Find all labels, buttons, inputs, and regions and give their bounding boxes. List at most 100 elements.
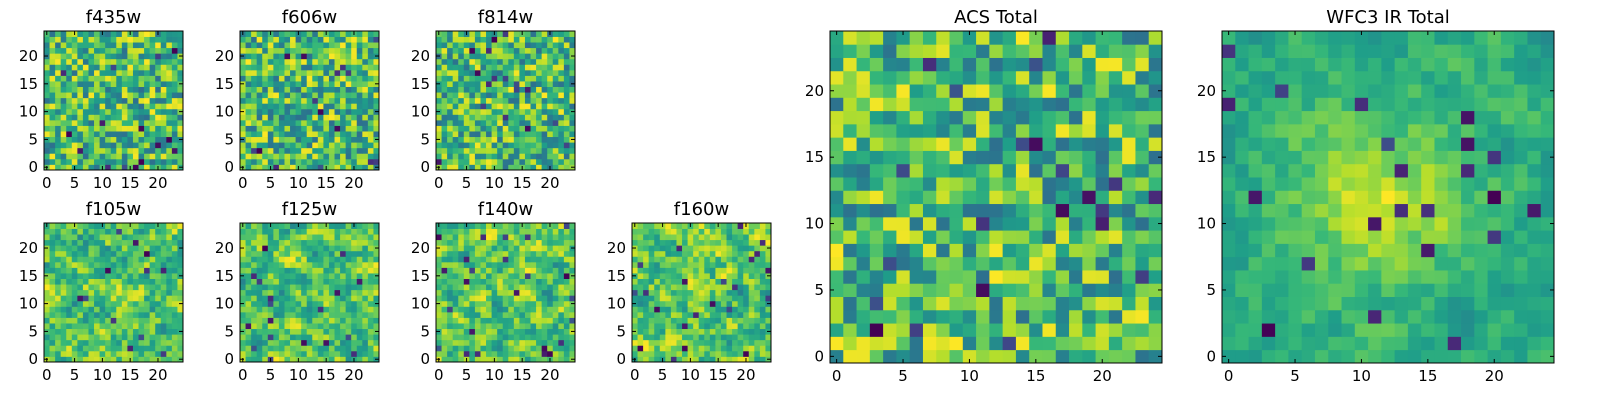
heatmap-cell — [44, 103, 50, 110]
heatmap-cell — [345, 339, 352, 346]
heatmap-cell — [759, 300, 766, 307]
heatmap-cell — [732, 295, 739, 302]
heatmap-cell — [469, 125, 476, 132]
heatmap-cell — [643, 317, 650, 324]
heatmap-cell — [121, 228, 128, 235]
heatmap-cell — [748, 317, 755, 324]
heatmap-cell — [659, 311, 666, 318]
heatmap-cell — [502, 42, 509, 49]
heatmap-cell — [295, 228, 302, 235]
heatmap-cell — [94, 131, 100, 138]
heatmap-cell — [524, 300, 531, 307]
heatmap-cell — [563, 153, 570, 160]
heatmap-cell — [44, 317, 50, 324]
heatmap-cell — [160, 136, 167, 143]
heatmap-cell — [362, 158, 369, 165]
heatmap-cell — [262, 339, 269, 346]
heatmap-cell — [524, 158, 531, 165]
heatmap-cell — [312, 103, 319, 110]
heatmap-cell — [896, 230, 911, 244]
heatmap-cell — [116, 42, 123, 49]
heatmap-cell — [676, 339, 683, 346]
heatmap-cell — [44, 250, 50, 257]
heatmap-cell — [144, 64, 151, 71]
heatmap-cell — [256, 295, 263, 302]
heatmap-cell — [155, 86, 162, 93]
heatmap-cell — [491, 42, 498, 49]
heatmap-cell — [144, 356, 151, 363]
heatmap-cell — [519, 125, 526, 132]
heatmap-cell — [256, 223, 263, 229]
heatmap-cell — [121, 317, 128, 324]
heatmap-cell — [166, 31, 173, 37]
heatmap-cell — [116, 245, 123, 252]
y-tick-label: 5 — [224, 322, 234, 340]
heatmap-cell — [949, 336, 964, 351]
heatmap-cell — [94, 58, 100, 65]
heatmap-cell — [301, 311, 308, 318]
heatmap-cell — [519, 317, 526, 324]
heatmap-cell — [508, 278, 515, 285]
heatmap-cell — [155, 300, 162, 307]
heatmap-cell — [480, 284, 487, 291]
heatmap-cell — [989, 243, 1004, 258]
heatmap-cell — [306, 75, 313, 82]
heatmap-cell — [704, 317, 711, 324]
heatmap-cell — [317, 69, 324, 76]
heatmap-cell — [748, 323, 755, 330]
heatmap-cell — [569, 317, 576, 324]
heatmap-cell — [491, 53, 498, 60]
heatmap-cell — [552, 69, 559, 76]
heatmap-cell — [356, 245, 363, 252]
heatmap-cell — [171, 345, 178, 352]
heatmap-cell — [524, 69, 531, 76]
heatmap-cell — [149, 36, 156, 43]
heatmap-cell — [155, 267, 162, 274]
heatmap-cell — [149, 256, 156, 263]
heatmap-cell — [116, 75, 123, 82]
heatmap-cell — [262, 234, 269, 241]
heatmap-cell — [732, 339, 739, 346]
x-tick-label: 20 — [148, 174, 167, 192]
heatmap-cell — [94, 356, 100, 363]
heatmap-cell — [698, 323, 705, 330]
heatmap-cell — [345, 58, 352, 65]
heatmap-cell — [160, 86, 167, 93]
heatmap-cell — [1042, 283, 1057, 297]
heatmap-cell — [273, 317, 280, 324]
heatmap-cell — [536, 108, 543, 115]
heatmap-cell — [632, 289, 638, 296]
heatmap-cell — [659, 250, 666, 257]
heatmap-cell — [480, 234, 487, 241]
heatmap-cell — [356, 58, 363, 65]
heatmap-cell — [519, 119, 526, 126]
heatmap-cell — [1069, 349, 1083, 364]
heatmap-cell — [1015, 190, 1030, 205]
heatmap-cell — [665, 356, 672, 363]
heatmap-cell — [447, 328, 454, 335]
heatmap-cell — [436, 317, 442, 324]
heatmap-cell — [709, 323, 716, 330]
heatmap-cell — [513, 328, 520, 335]
heatmap-cell — [748, 239, 755, 246]
heatmap-cell — [82, 158, 89, 165]
heatmap-cell — [909, 216, 924, 231]
heatmap-cell — [295, 103, 302, 110]
heatmap-cell — [643, 256, 650, 263]
heatmap-cell — [144, 323, 151, 330]
heatmap-cell — [155, 273, 162, 279]
heatmap-cell — [737, 267, 744, 274]
heatmap-cell — [121, 131, 128, 138]
heatmap-cell — [367, 142, 374, 149]
heatmap-cell — [301, 245, 308, 252]
heatmap-cell — [458, 273, 465, 279]
heatmap-cell — [273, 58, 280, 65]
heatmap-cell — [362, 47, 369, 54]
heatmap-cell — [273, 108, 280, 115]
heatmap-cell — [295, 295, 302, 302]
heatmap-cell — [447, 223, 454, 229]
heatmap-cell — [463, 278, 470, 285]
heatmap-cell — [155, 345, 162, 352]
heatmap-cell — [82, 114, 89, 121]
heatmap-cell — [155, 131, 162, 138]
